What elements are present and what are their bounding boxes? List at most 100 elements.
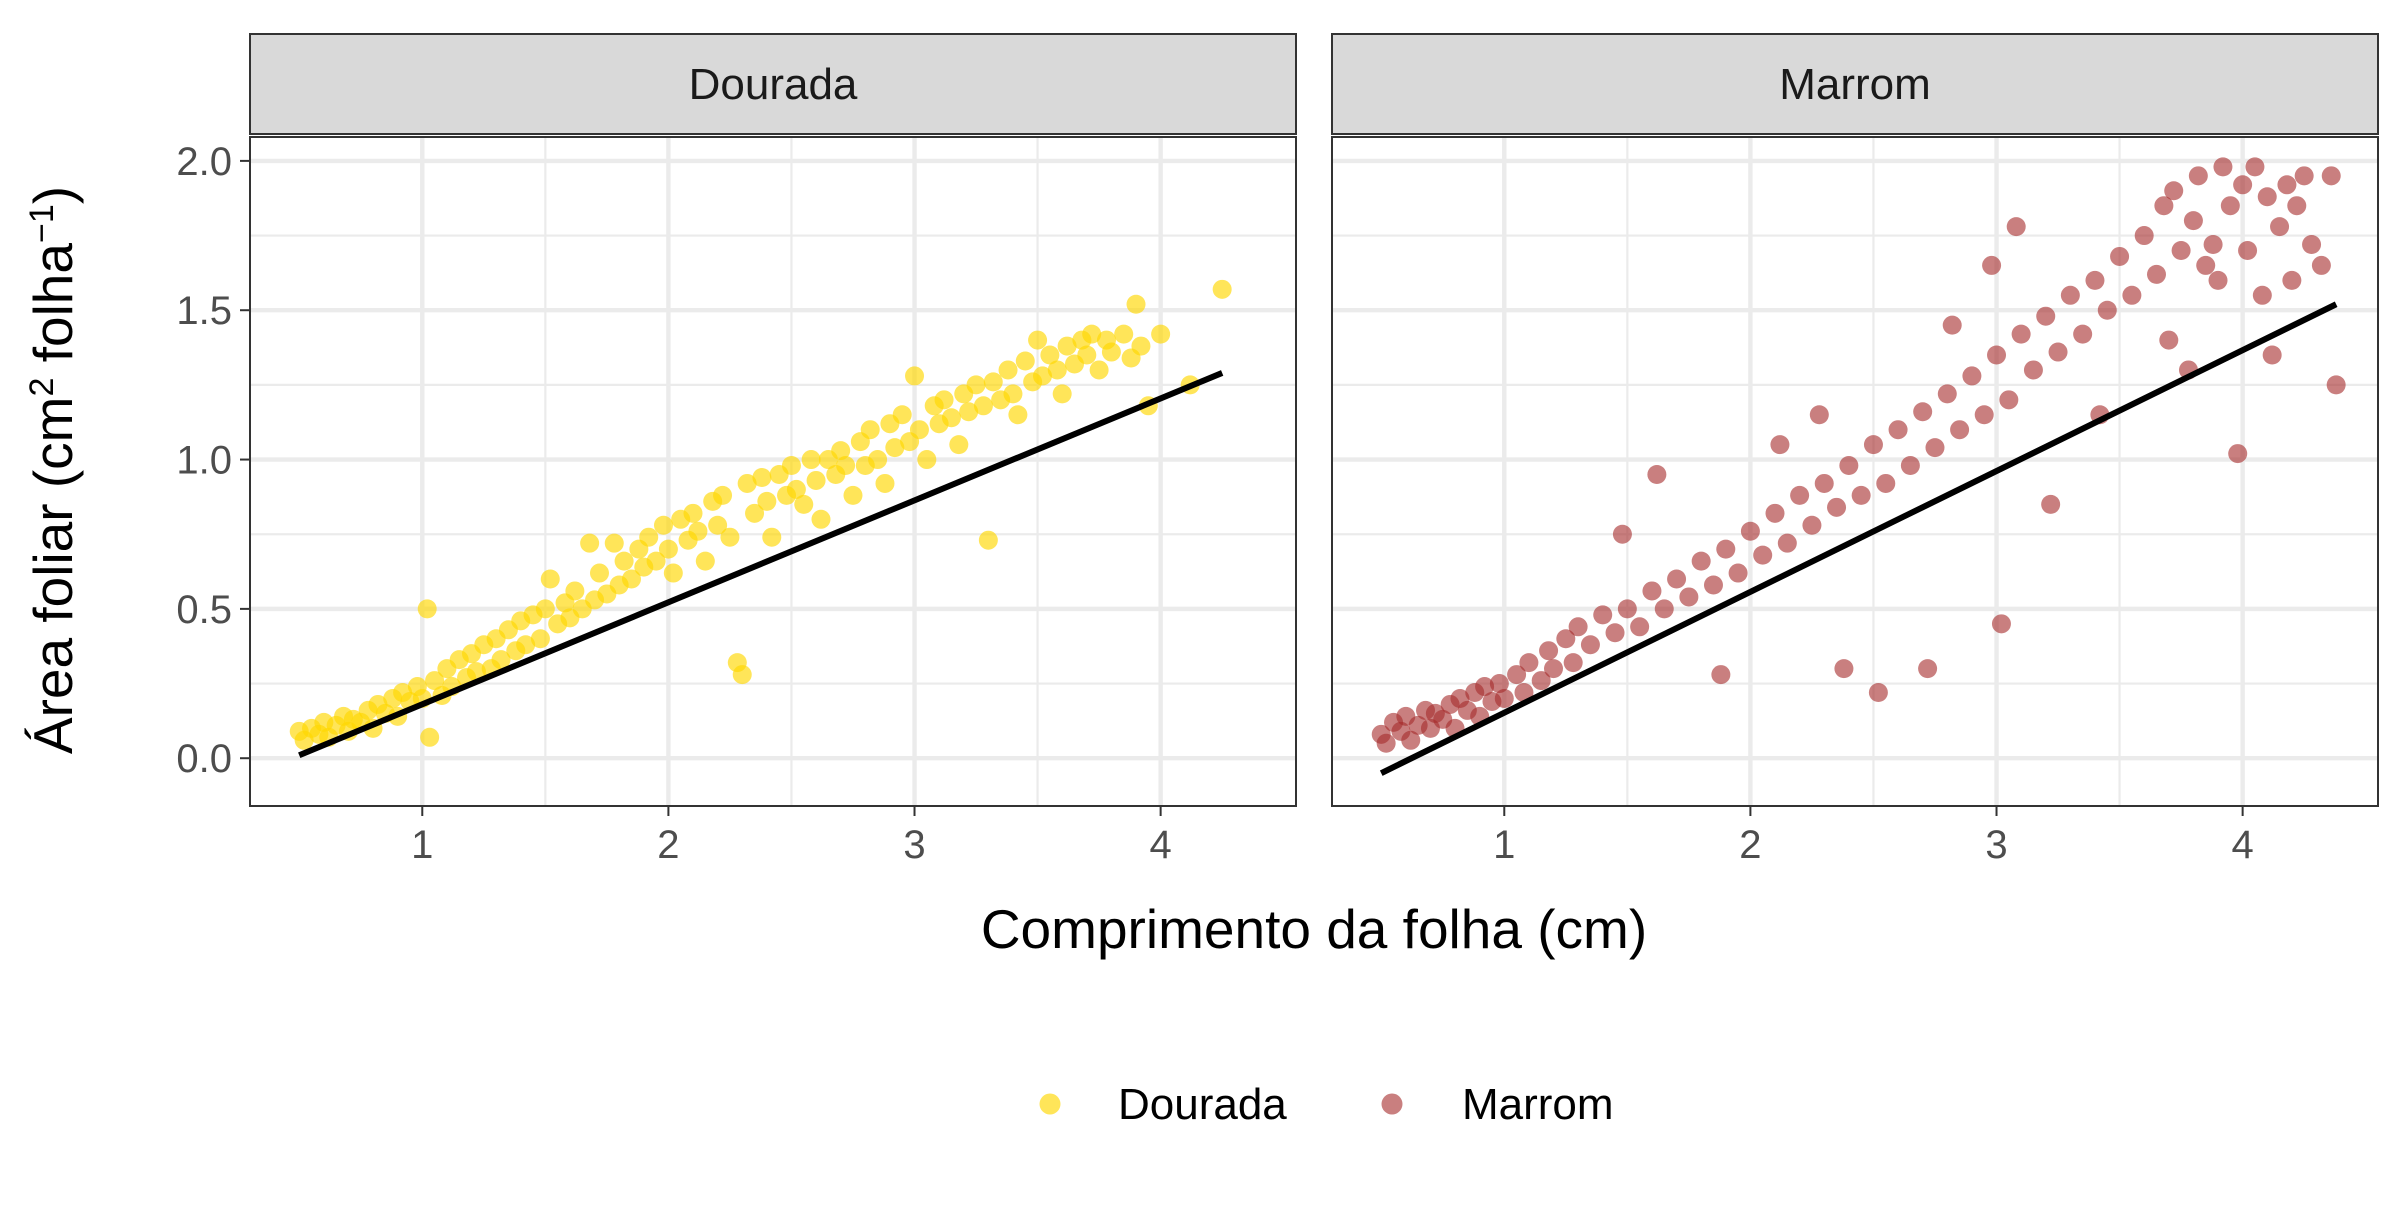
data-point <box>892 405 912 425</box>
data-point <box>2134 226 2154 246</box>
data-point <box>2294 166 2314 186</box>
data-point <box>708 515 728 535</box>
data-point <box>1489 674 1509 694</box>
data-point <box>1716 539 1736 559</box>
data-point <box>959 402 979 422</box>
legend: Dourada Marrom <box>1039 1080 1614 1129</box>
data-point <box>1617 599 1637 619</box>
data-point <box>2262 345 2282 365</box>
data-point <box>2110 246 2130 266</box>
data-point <box>466 662 486 682</box>
facet-panel-marrom: Marrom 1 2 3 4 <box>1331 33 2379 867</box>
data-point <box>2311 255 2331 275</box>
data-point <box>1605 623 1625 643</box>
data-point <box>2048 342 2068 362</box>
data-point <box>905 366 925 386</box>
y-tick-label: 1.0 <box>176 439 232 483</box>
data-point <box>1568 617 1588 637</box>
data-point <box>909 420 929 440</box>
data-point <box>1401 730 1421 750</box>
y-axis-title-main: Área foliar (cm <box>22 396 84 754</box>
data-point <box>1942 315 1962 335</box>
data-point <box>1647 464 1667 484</box>
data-point <box>2282 270 2302 290</box>
data-point <box>1827 497 1847 517</box>
y-tick-label: 0.0 <box>176 737 232 781</box>
data-point <box>420 727 440 747</box>
data-point <box>2245 157 2265 177</box>
data-point <box>1539 641 1559 661</box>
data-point <box>1519 653 1539 673</box>
y-axis-title-sup1: 2 <box>23 378 61 397</box>
data-point <box>757 491 777 511</box>
data-point <box>639 527 659 547</box>
data-point <box>1101 342 1121 362</box>
data-point <box>1047 360 1067 380</box>
x-tick-label: 3 <box>1985 823 2007 867</box>
data-point <box>1376 733 1396 753</box>
legend-key-marrom <box>1381 1093 1403 1115</box>
data-point <box>801 450 821 470</box>
data-point <box>998 360 1018 380</box>
data-point <box>2252 285 2272 305</box>
data-point <box>2097 300 2117 320</box>
data-point <box>658 539 678 559</box>
data-point <box>695 551 715 571</box>
data-point <box>2183 211 2203 231</box>
data-point <box>843 485 863 505</box>
data-point <box>2006 217 2026 237</box>
legend-label-dourada: Dourada <box>1118 1080 1287 1129</box>
data-point <box>2023 360 2043 380</box>
data-point <box>1531 671 1551 691</box>
data-point <box>1863 435 1883 455</box>
data-point <box>1868 683 1888 703</box>
data-point <box>2146 264 2166 284</box>
data-point <box>1888 420 1908 440</box>
data-point <box>885 438 905 458</box>
data-point <box>1032 366 1052 386</box>
data-point <box>1057 336 1077 356</box>
data-point <box>1563 653 1583 673</box>
data-point <box>1028 330 1048 350</box>
data-point <box>781 456 801 476</box>
data-point <box>1765 503 1785 523</box>
y-tick-label: 0.5 <box>176 588 232 632</box>
data-point <box>1052 384 1072 404</box>
data-point <box>1740 521 1760 541</box>
data-point <box>1728 563 1748 583</box>
data-point <box>417 599 437 619</box>
data-point <box>1809 405 1829 425</box>
data-point <box>2073 324 2093 344</box>
data-point <box>1770 435 1790 455</box>
data-point <box>1839 456 1859 476</box>
data-point <box>2164 181 2184 201</box>
y-axis-title-end: ) <box>22 186 84 204</box>
data-point <box>1937 384 1957 404</box>
data-point <box>2154 196 2174 216</box>
data-point <box>752 467 772 487</box>
data-point <box>2321 166 2341 186</box>
data-point <box>1851 485 1871 505</box>
data-point <box>2036 306 2056 326</box>
data-point <box>621 569 641 589</box>
data-point <box>1089 360 1109 380</box>
legend-label-marrom: Marrom <box>1462 1080 1614 1129</box>
data-point <box>2326 375 2346 395</box>
data-point <box>1962 366 1982 386</box>
data-point <box>811 509 831 529</box>
data-point <box>1114 324 1134 344</box>
data-point <box>1077 345 1097 365</box>
data-point <box>1131 336 1151 356</box>
data-point <box>2060 285 2080 305</box>
data-point <box>966 375 986 395</box>
data-point <box>1494 688 1514 708</box>
panel-content <box>250 137 1296 806</box>
data-point <box>1642 581 1662 601</box>
data-point <box>1876 473 1896 493</box>
y-axis-title-sup2: −1 <box>23 204 61 243</box>
x-tick-label: 1 <box>1493 823 1515 867</box>
data-point <box>1999 390 2019 410</box>
data-point <box>978 530 998 550</box>
data-point <box>1950 420 1970 440</box>
